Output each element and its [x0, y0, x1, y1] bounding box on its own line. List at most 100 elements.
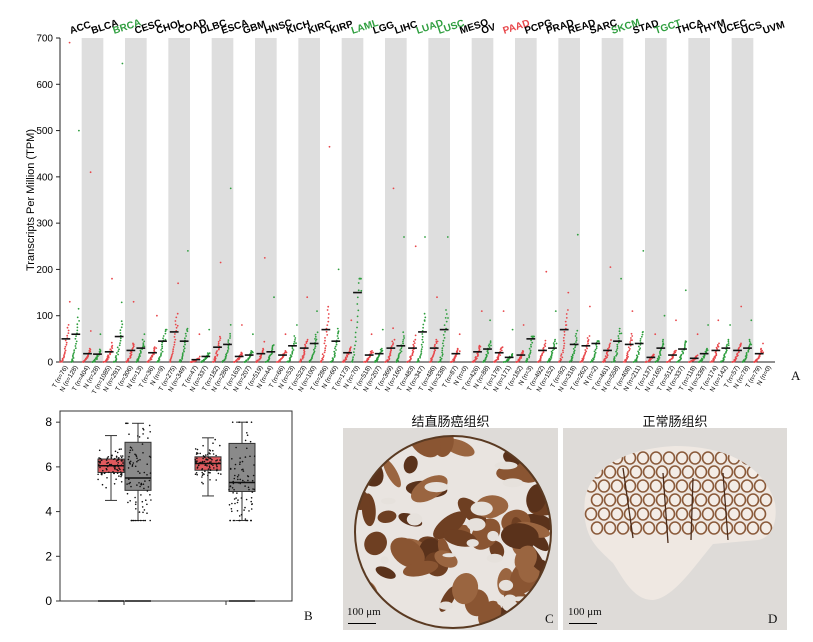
data-point [413, 340, 415, 343]
data-point [314, 340, 317, 342]
data-point [424, 316, 427, 319]
data-point [121, 62, 124, 65]
box-point [114, 457, 116, 460]
data-point [608, 346, 610, 349]
box-point [203, 473, 205, 476]
box-point [143, 487, 145, 490]
data-point [245, 359, 248, 362]
data-point [84, 357, 87, 360]
data-point [616, 345, 619, 348]
plot-frame [59, 410, 293, 602]
box-point [110, 457, 113, 459]
data-point [314, 345, 317, 348]
box-point [217, 472, 220, 475]
data-point [287, 360, 290, 363]
crypt [681, 493, 695, 507]
data-point [370, 333, 373, 336]
data-point [226, 351, 229, 353]
box-point [246, 447, 248, 450]
box [124, 441, 152, 491]
data-point [172, 346, 175, 348]
data-point [610, 339, 612, 341]
data-point [241, 324, 243, 326]
data-point [422, 341, 424, 344]
crypt [753, 507, 767, 521]
data-point [110, 349, 113, 352]
data-point [421, 346, 424, 348]
dot-group [731, 305, 743, 363]
data-point [529, 349, 532, 352]
data-point [606, 356, 608, 358]
box-point [251, 479, 254, 482]
data-point [337, 332, 339, 335]
data-point [433, 350, 436, 353]
crypt [733, 465, 747, 479]
data-point [639, 343, 642, 346]
box-point [142, 433, 144, 435]
box-point [129, 463, 131, 465]
box-point [211, 458, 213, 461]
box-point [196, 448, 199, 451]
box-point [97, 460, 100, 463]
data-point [750, 319, 753, 322]
data-point [761, 349, 763, 352]
data-point [326, 334, 329, 336]
box-point [197, 464, 200, 467]
box-point [137, 459, 139, 462]
box-point [134, 503, 137, 506]
data-point [96, 354, 99, 357]
data-point [229, 337, 231, 339]
data-point [110, 341, 113, 344]
data-point [567, 291, 570, 294]
data-point [225, 352, 228, 355]
data-point [493, 360, 495, 363]
data-point [530, 345, 532, 348]
box-point [120, 456, 123, 459]
data-point [563, 330, 566, 333]
data-point [219, 339, 221, 341]
data-point [617, 337, 620, 340]
box-point [231, 487, 234, 489]
data-point [548, 357, 551, 360]
data-point [528, 354, 530, 356]
data-point [390, 349, 392, 352]
crypt [668, 465, 682, 479]
data-point [490, 344, 492, 347]
data-point [726, 343, 728, 346]
data-point [588, 335, 591, 337]
data-point [422, 326, 424, 329]
box-point [99, 460, 101, 463]
box-point [209, 449, 212, 452]
stroma-gap [381, 497, 396, 505]
data-point [344, 356, 347, 359]
data-point [662, 338, 664, 341]
data-point [410, 355, 412, 357]
data-point [352, 351, 355, 353]
box-point [196, 457, 198, 460]
data-point [443, 337, 446, 339]
data-point [399, 351, 402, 354]
crypt [590, 465, 604, 479]
box-point [212, 442, 214, 444]
data-point [109, 348, 112, 351]
box-point [234, 463, 237, 466]
box-point [142, 429, 145, 431]
box-point [246, 432, 248, 434]
box-point [236, 475, 239, 478]
box-point [118, 467, 120, 469]
data-point [522, 350, 524, 353]
box-point [252, 474, 255, 477]
stained-gland [403, 455, 418, 474]
data-point [250, 351, 252, 354]
data-point [275, 361, 278, 363]
box-point [120, 471, 122, 473]
data-point [696, 354, 699, 357]
data-point [120, 301, 123, 304]
data-point [179, 359, 182, 361]
data-point [640, 335, 643, 338]
data-point [722, 357, 725, 359]
data-point [526, 357, 528, 360]
data-point [379, 348, 382, 351]
data-point [213, 358, 216, 361]
box-point [134, 465, 137, 468]
